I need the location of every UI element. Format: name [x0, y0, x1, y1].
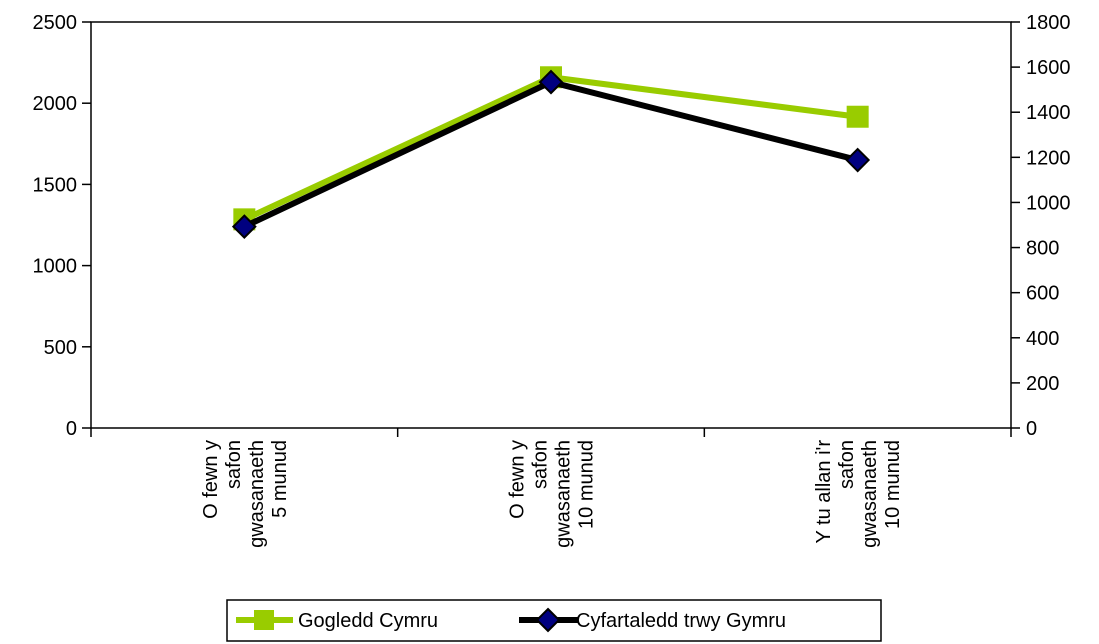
plot-area [90, 21, 1012, 429]
series-point-gogledd [846, 105, 869, 128]
x-category-label: safon [223, 440, 245, 489]
left-tick-label: 2500 [33, 12, 78, 34]
right-tick-label: 200 [1026, 373, 1059, 395]
x-category-label: 10 munud [882, 440, 904, 529]
right-y-axis: 0 200 400 600 800 1000 1200 1400 1600 1800 [1011, 12, 1071, 440]
x-category-label: O fewn y [200, 440, 222, 519]
right-tick-label: 1600 [1026, 57, 1071, 79]
left-tick-label: 2000 [33, 93, 78, 115]
series-layer [231, 66, 871, 240]
left-y-axis: 0 500 1000 1500 2000 2500 [33, 12, 91, 440]
right-tick-label: 1200 [1026, 147, 1071, 169]
legend-label-gogledd: Gogledd Cymru [298, 610, 438, 632]
x-category-label: gwasanaeth [859, 440, 881, 548]
x-axis: O fewn y safon gwasanaeth 5 munud O fewn y sa… [90, 428, 1012, 548]
left-tick-label: 500 [44, 337, 77, 359]
series-point-cyfartaledd [231, 214, 257, 240]
x-category-label: O fewn y [507, 440, 529, 519]
right-tick-label: 0 [1026, 418, 1037, 440]
x-category-label: gwasanaeth [553, 440, 575, 548]
right-tick-label: 1800 [1026, 12, 1071, 34]
x-category-label: 5 munud [269, 440, 291, 518]
legend-marker-cyfartaledd [535, 607, 561, 633]
left-tick-label: 1500 [33, 174, 78, 196]
right-tick-label: 800 [1026, 238, 1059, 260]
legend-label-cyfartaledd: Cyfartaledd trwy Gymru [576, 610, 786, 632]
right-tick-label: 600 [1026, 283, 1059, 305]
series-point-cyfartaledd [845, 147, 871, 173]
x-category-label: 10 munud [576, 440, 598, 529]
x-category-label: Y tu allan i'r [813, 440, 835, 544]
x-category-label: safon [530, 440, 552, 489]
left-tick-label: 0 [66, 418, 77, 440]
x-category-label: gwasanaeth [246, 440, 268, 548]
x-category-label: safon [836, 440, 858, 489]
right-tick-label: 1000 [1026, 192, 1071, 214]
right-tick-label: 400 [1026, 328, 1059, 350]
right-tick-label: 1400 [1026, 102, 1071, 124]
legend: Gogledd Cymru Cyfartaledd trwy Gymru [226, 599, 882, 642]
series-point-cyfartaledd [538, 69, 564, 95]
left-tick-label: 1000 [33, 256, 78, 278]
legend-marker-gogledd [254, 610, 274, 630]
